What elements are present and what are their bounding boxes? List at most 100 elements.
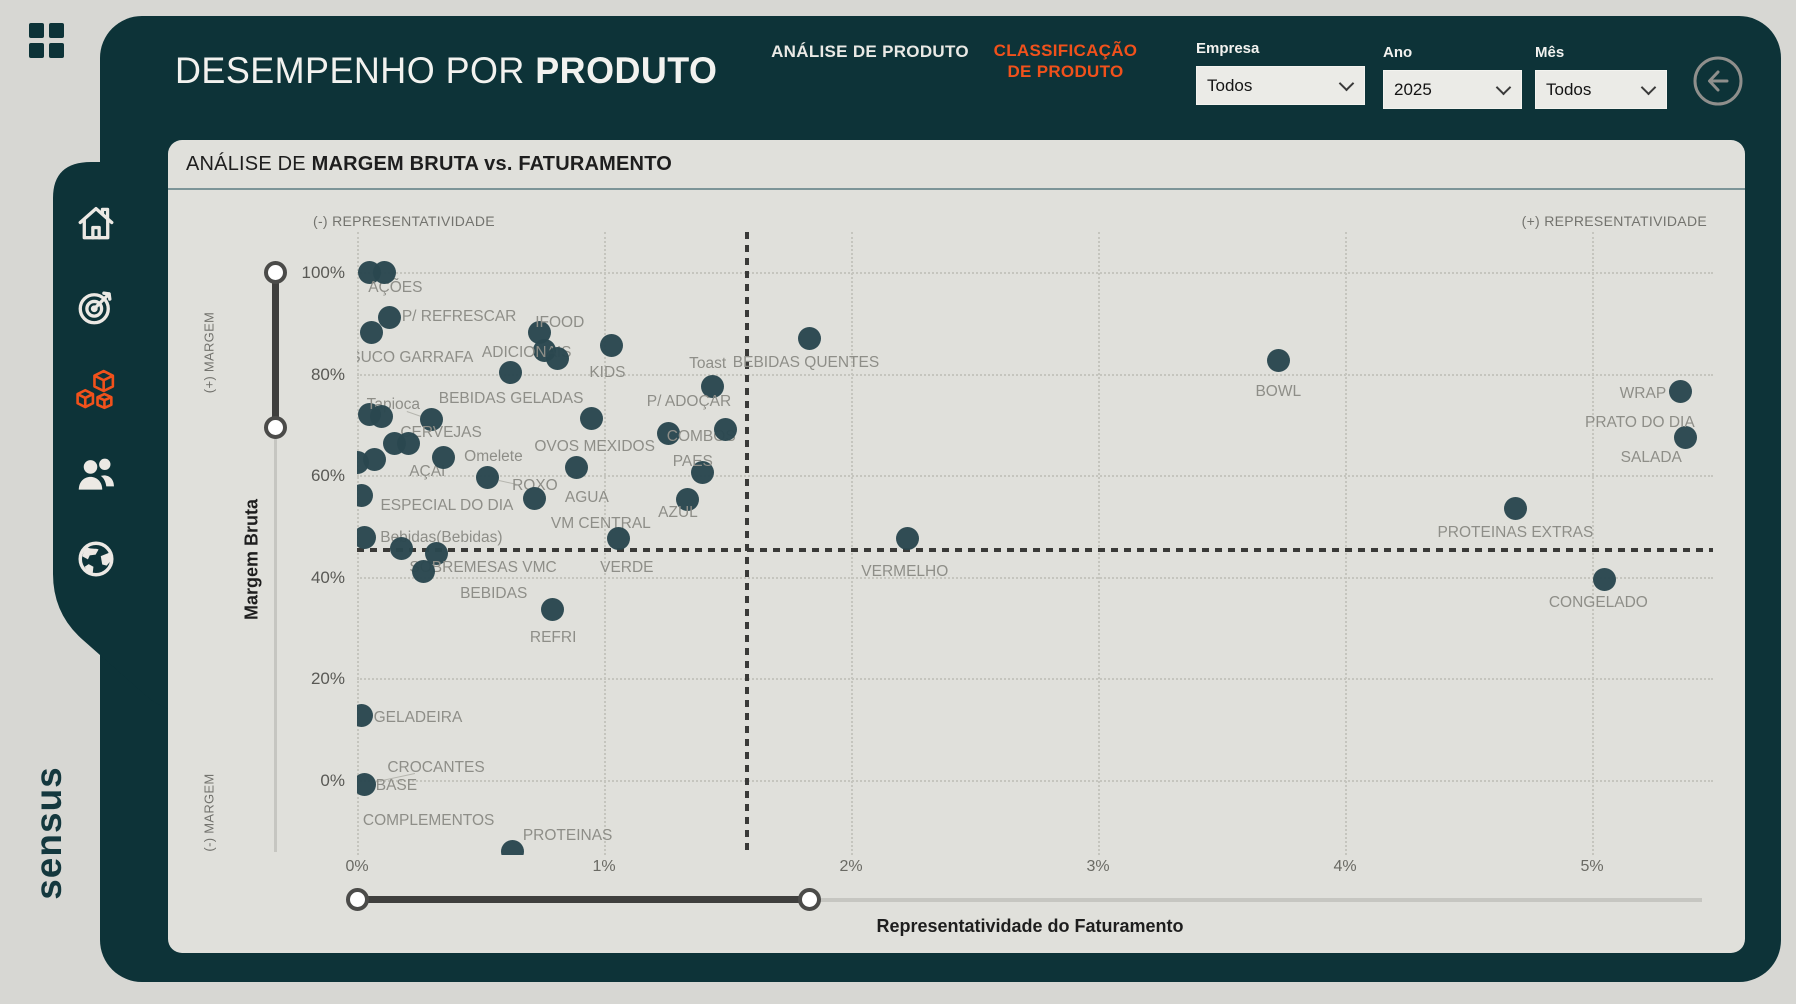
data-point-label: BEBIDAS: [460, 585, 528, 603]
x-tick-label: 4%: [1333, 858, 1357, 875]
data-point-kids[interactable]: [599, 334, 623, 358]
sidebar-item-users[interactable]: [73, 452, 119, 498]
tab-analise-de-produto[interactable]: ANÁLISE DE PRODUTO: [771, 42, 969, 61]
data-point-ovos-mexidos[interactable]: [580, 406, 604, 430]
crosshair-horizontal-line: [357, 547, 1713, 552]
data-point-wrap[interactable]: [1669, 379, 1693, 403]
data-point-ifood[interactable]: [528, 321, 552, 345]
data-point-base[interactable]: [357, 772, 376, 796]
chevron-down-icon: [1338, 75, 1355, 92]
cubes-icon: [76, 369, 115, 410]
x-tick-label: 0%: [345, 858, 369, 875]
data-point-verde[interactable]: [607, 526, 631, 550]
x-tick-label: 5%: [1580, 858, 1604, 875]
filter-empresa: Empresa Todos: [1196, 40, 1365, 105]
data-point-bowl[interactable]: [1266, 349, 1290, 373]
gridline-horizontal: [357, 780, 1713, 782]
data-point-label: REFRI: [529, 628, 577, 646]
mes-value: Todos: [1546, 79, 1592, 99]
gridline-vertical: [604, 232, 606, 855]
data-point-suco-garrafa[interactable]: [360, 321, 384, 345]
data-point-label: CERVEJAS: [400, 424, 482, 442]
data-point[interactable]: [372, 260, 396, 284]
data-point[interactable]: [545, 346, 569, 370]
divider: [168, 188, 1745, 190]
data-point-label: BEBIDAS QUENTES: [732, 354, 880, 372]
data-point-vermelho[interactable]: [896, 527, 920, 551]
data-point-label: AZUL: [658, 504, 698, 522]
data-point-label: PROTEINAS: [522, 827, 613, 845]
gridline-horizontal: [357, 373, 1713, 376]
data-point-agua[interactable]: [565, 456, 589, 480]
data-point[interactable]: [357, 451, 369, 474]
empresa-dropdown[interactable]: Todos: [1196, 66, 1365, 105]
data-point[interactable]: [370, 404, 394, 428]
data-point-p-refrescar[interactable]: [377, 305, 401, 329]
data-point-prato-do-dia[interactable]: [1674, 425, 1698, 449]
data-point-label: PAES: [672, 452, 713, 470]
data-point-label: PROTEINAS EXTRAS: [1437, 524, 1594, 542]
data-point-label: VERMELHO: [861, 562, 949, 580]
margem-slider-handle-top[interactable]: [264, 261, 287, 284]
y-tick-label: 20%: [310, 669, 345, 689]
chart-title: ANÁLISE DE MARGEM BRUTA vs. FATURAMENTO: [186, 153, 673, 175]
data-point-bebidas-bebidas-[interactable]: [357, 525, 376, 549]
gridline-vertical: [1592, 232, 1594, 855]
data-point-label: GELADEIRA: [373, 708, 463, 726]
sidebar-item-goals[interactable]: [73, 284, 119, 330]
y-tick-label: 80%: [310, 364, 345, 384]
data-point-label: OVOS MEXIDOS: [534, 438, 655, 456]
app-grid-icon[interactable]: [29, 23, 65, 59]
faturamento-slider-track: [357, 898, 1702, 902]
margem-slider-track: [274, 262, 277, 852]
data-point-cervejas[interactable]: [419, 407, 443, 431]
chevron-down-icon: [1640, 79, 1657, 96]
data-point-toast[interactable]: [701, 374, 725, 398]
gridline-vertical: [1098, 232, 1100, 855]
data-point-p-ado-ar[interactable]: [713, 417, 737, 441]
data-point-bebidas[interactable]: [412, 559, 436, 583]
plot-area: AÇÕES P/ REFRESCAR SUCO GARRAFA IFOOD ADICIO…: [357, 232, 1713, 855]
data-point-combos[interactable]: [656, 421, 680, 445]
data-point-label: WRAP: [1619, 385, 1667, 403]
data-point-label: VM CENTRAL: [550, 515, 651, 533]
data-point-paes[interactable]: [691, 461, 715, 485]
data-point-refri[interactable]: [540, 598, 564, 622]
faturamento-slider-handle-left[interactable]: [346, 888, 369, 911]
ano-dropdown[interactable]: 2025: [1383, 70, 1522, 109]
data-point-bebidas-geladas[interactable]: [498, 360, 522, 384]
empresa-value: Todos: [1207, 75, 1253, 95]
data-point-proteinas[interactable]: [501, 839, 525, 855]
x-axis-title: Representatividade do Faturamento: [876, 916, 1184, 936]
gridline-vertical: [1345, 232, 1347, 855]
data-point-especial-do-dia[interactable]: [357, 484, 374, 508]
faturamento-slider-handle-right[interactable]: [798, 888, 821, 911]
sidebar-item-home[interactable]: [73, 200, 119, 246]
data-point-sobremesas-vmc[interactable]: [424, 542, 448, 566]
data-point-label: Omelete: [464, 448, 523, 466]
representatividade-plus-label: (+) REPRESENTATIVIDADE: [1521, 213, 1707, 229]
data-point-azul[interactable]: [676, 487, 700, 511]
data-point-vm-central[interactable]: [523, 486, 547, 510]
sidebar-item-globe[interactable]: [73, 536, 119, 582]
margem-slider-handle-bottom[interactable]: [264, 415, 287, 439]
data-point-a-ai[interactable]: [362, 448, 386, 472]
annotation-label: CROCANTES: [387, 758, 485, 776]
data-point-label: ESPECIAL DO DIA: [380, 496, 514, 514]
data-point-label: ROXO: [512, 476, 558, 494]
x-tick-label: 3%: [1086, 858, 1110, 875]
tab-classificacao-de-produto[interactable]: CLASSIFICAÇÃO DE PRODUTO: [993, 41, 1138, 81]
data-point-omelete[interactable]: [431, 445, 455, 469]
data-point-roxo[interactable]: [476, 466, 500, 490]
data-point-congelado[interactable]: [1592, 567, 1616, 591]
mes-dropdown[interactable]: Todos: [1535, 70, 1667, 109]
back-arrow-icon: [1693, 56, 1743, 106]
data-point-bebidas-quentes[interactable]: [797, 326, 821, 350]
data-point[interactable]: [397, 431, 421, 455]
sidebar-item-products[interactable]: [73, 368, 119, 414]
data-point-label: P/ REFRESCAR: [401, 308, 517, 326]
data-point-geladeira[interactable]: [357, 704, 374, 728]
data-point-proteinas-extras[interactable]: [1503, 496, 1527, 520]
back-button[interactable]: [1691, 54, 1745, 108]
data-point[interactable]: [389, 537, 413, 561]
